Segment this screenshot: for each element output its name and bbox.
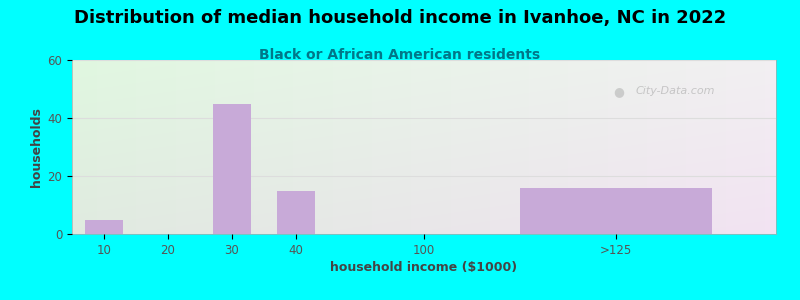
Bar: [520, 188, 712, 234]
Bar: [85, 220, 123, 234]
Text: ●: ●: [614, 85, 625, 98]
Text: City-Data.com: City-Data.com: [635, 86, 714, 96]
Text: Distribution of median household income in Ivanhoe, NC in 2022: Distribution of median household income …: [74, 9, 726, 27]
Y-axis label: households: households: [30, 107, 43, 187]
Text: Black or African American residents: Black or African American residents: [259, 48, 541, 62]
X-axis label: household income ($1000): household income ($1000): [330, 261, 518, 274]
Bar: [277, 190, 315, 234]
Bar: [213, 103, 251, 234]
